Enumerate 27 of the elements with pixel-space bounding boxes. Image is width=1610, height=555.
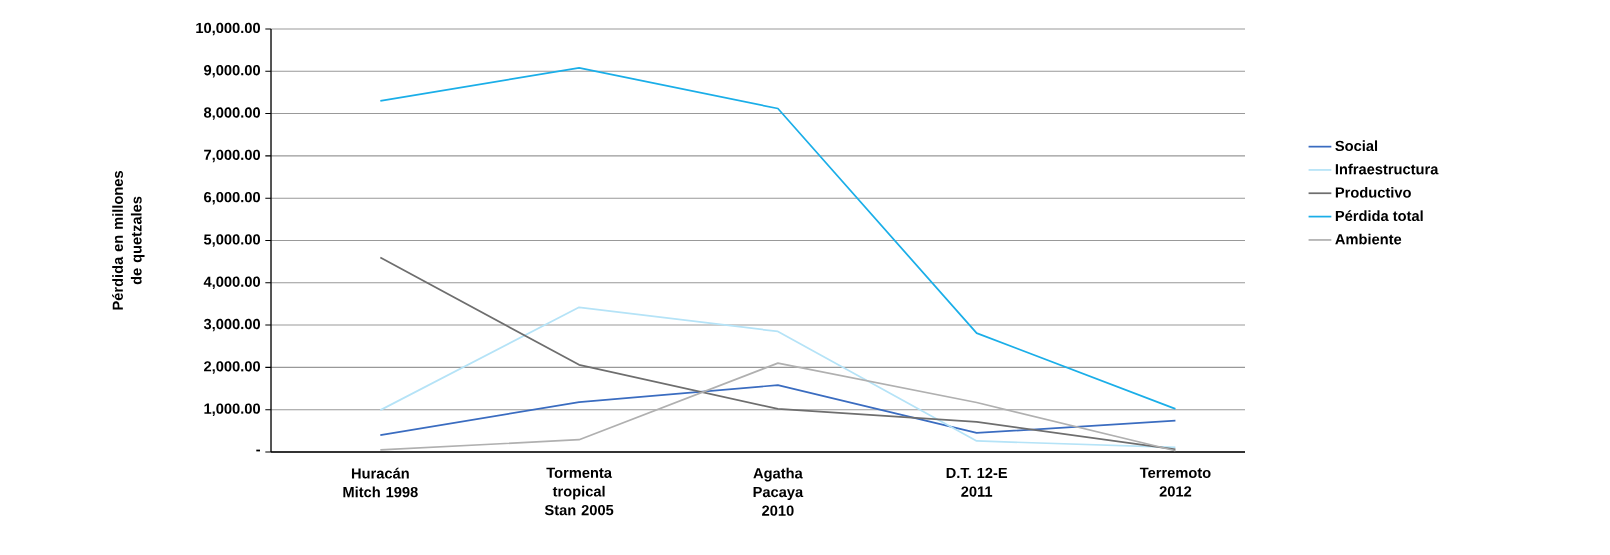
y-tick-label: 9,000.00 xyxy=(204,65,260,78)
x-tick-label: Huracán Mitch 1998 xyxy=(343,467,418,498)
line-series xyxy=(379,256,1177,451)
y-tick-label: 4,000.00 xyxy=(203,276,260,290)
x-tick-label: Tormenta tropical Stan 2005 xyxy=(544,467,614,516)
y-axis-title: Pérdida en millones de quetzales xyxy=(112,171,145,310)
x-tick-label: Agatha Pacaya 2010 xyxy=(753,467,804,516)
y-tick-label: 3,000.00 xyxy=(203,318,260,332)
y-tick-label: 5,000.00 xyxy=(203,234,260,247)
y-tick-label: 1,000.00 xyxy=(204,403,260,416)
legend-label: Social xyxy=(1335,140,1378,152)
line-series xyxy=(379,384,1177,436)
y-tick-label: - xyxy=(256,449,261,452)
y-tick-label: 10,000.00 xyxy=(196,22,260,36)
y-tick-label: 2,000.00 xyxy=(204,361,260,374)
line-series xyxy=(379,67,1177,410)
line-series xyxy=(379,362,1177,452)
legend-label: Ambiente xyxy=(1335,233,1402,245)
y-tick-label: 8,000.00 xyxy=(203,107,260,120)
y-tick-label: 6,000.00 xyxy=(204,191,260,205)
legend-label: Infraestructura xyxy=(1335,163,1439,175)
legend-label: Productivo xyxy=(1335,186,1411,198)
x-tick-label: Terremoto 2012 xyxy=(1139,467,1211,497)
x-tick-label: D.T. 12-E 2011 xyxy=(946,467,1008,497)
line-series xyxy=(379,306,1177,449)
legend-label: Pérdida total xyxy=(1335,210,1423,222)
y-tick-label: 7,000.00 xyxy=(204,149,260,163)
